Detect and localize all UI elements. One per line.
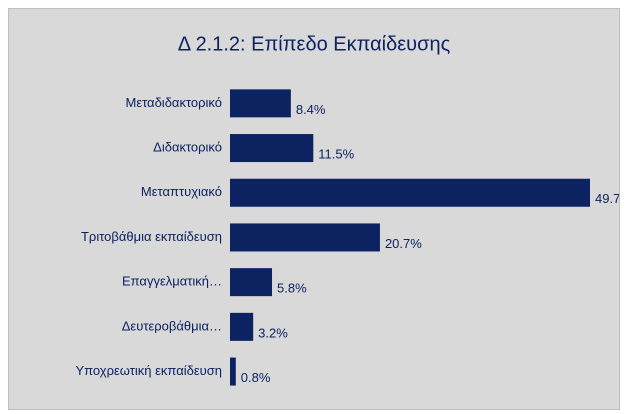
- value-label: 11.5%: [318, 146, 354, 161]
- category-label: Μεταπτυχιακό: [141, 184, 222, 199]
- value-label: 49.7%: [595, 191, 627, 206]
- value-label: 5.8%: [277, 281, 307, 296]
- value-label: 8.4%: [296, 102, 326, 117]
- chart-title: Δ 2.1.2: Επίπεδο Εκπαίδευσης: [178, 33, 451, 55]
- category-label: Υποχρεωτική εκπαίδευση: [75, 363, 222, 378]
- category-label: Διδακτορικό: [153, 139, 222, 154]
- value-label: 3.2%: [258, 325, 288, 340]
- bar: [230, 312, 254, 341]
- value-label: 20.7%: [385, 236, 422, 251]
- category-label: Επαγγελματική…: [122, 274, 222, 289]
- bar: [230, 223, 380, 252]
- category-label: Μεταδιδακτορικό: [125, 95, 222, 110]
- category-label: Τριτοβάθμια εκπαίδευση: [81, 229, 222, 244]
- bar: [230, 134, 314, 163]
- bar: [230, 357, 236, 386]
- bar: [230, 89, 291, 118]
- plot-area: Μεταδιδακτορικό 8.4% Διδακτορικό 11.5% Μεταπ…: [75, 89, 627, 386]
- bar: [230, 178, 590, 207]
- chart-background: [8, 8, 620, 410]
- category-label: Δευτεροβάθμια…: [122, 318, 222, 333]
- value-label: 0.8%: [241, 370, 271, 385]
- bar: [230, 268, 273, 297]
